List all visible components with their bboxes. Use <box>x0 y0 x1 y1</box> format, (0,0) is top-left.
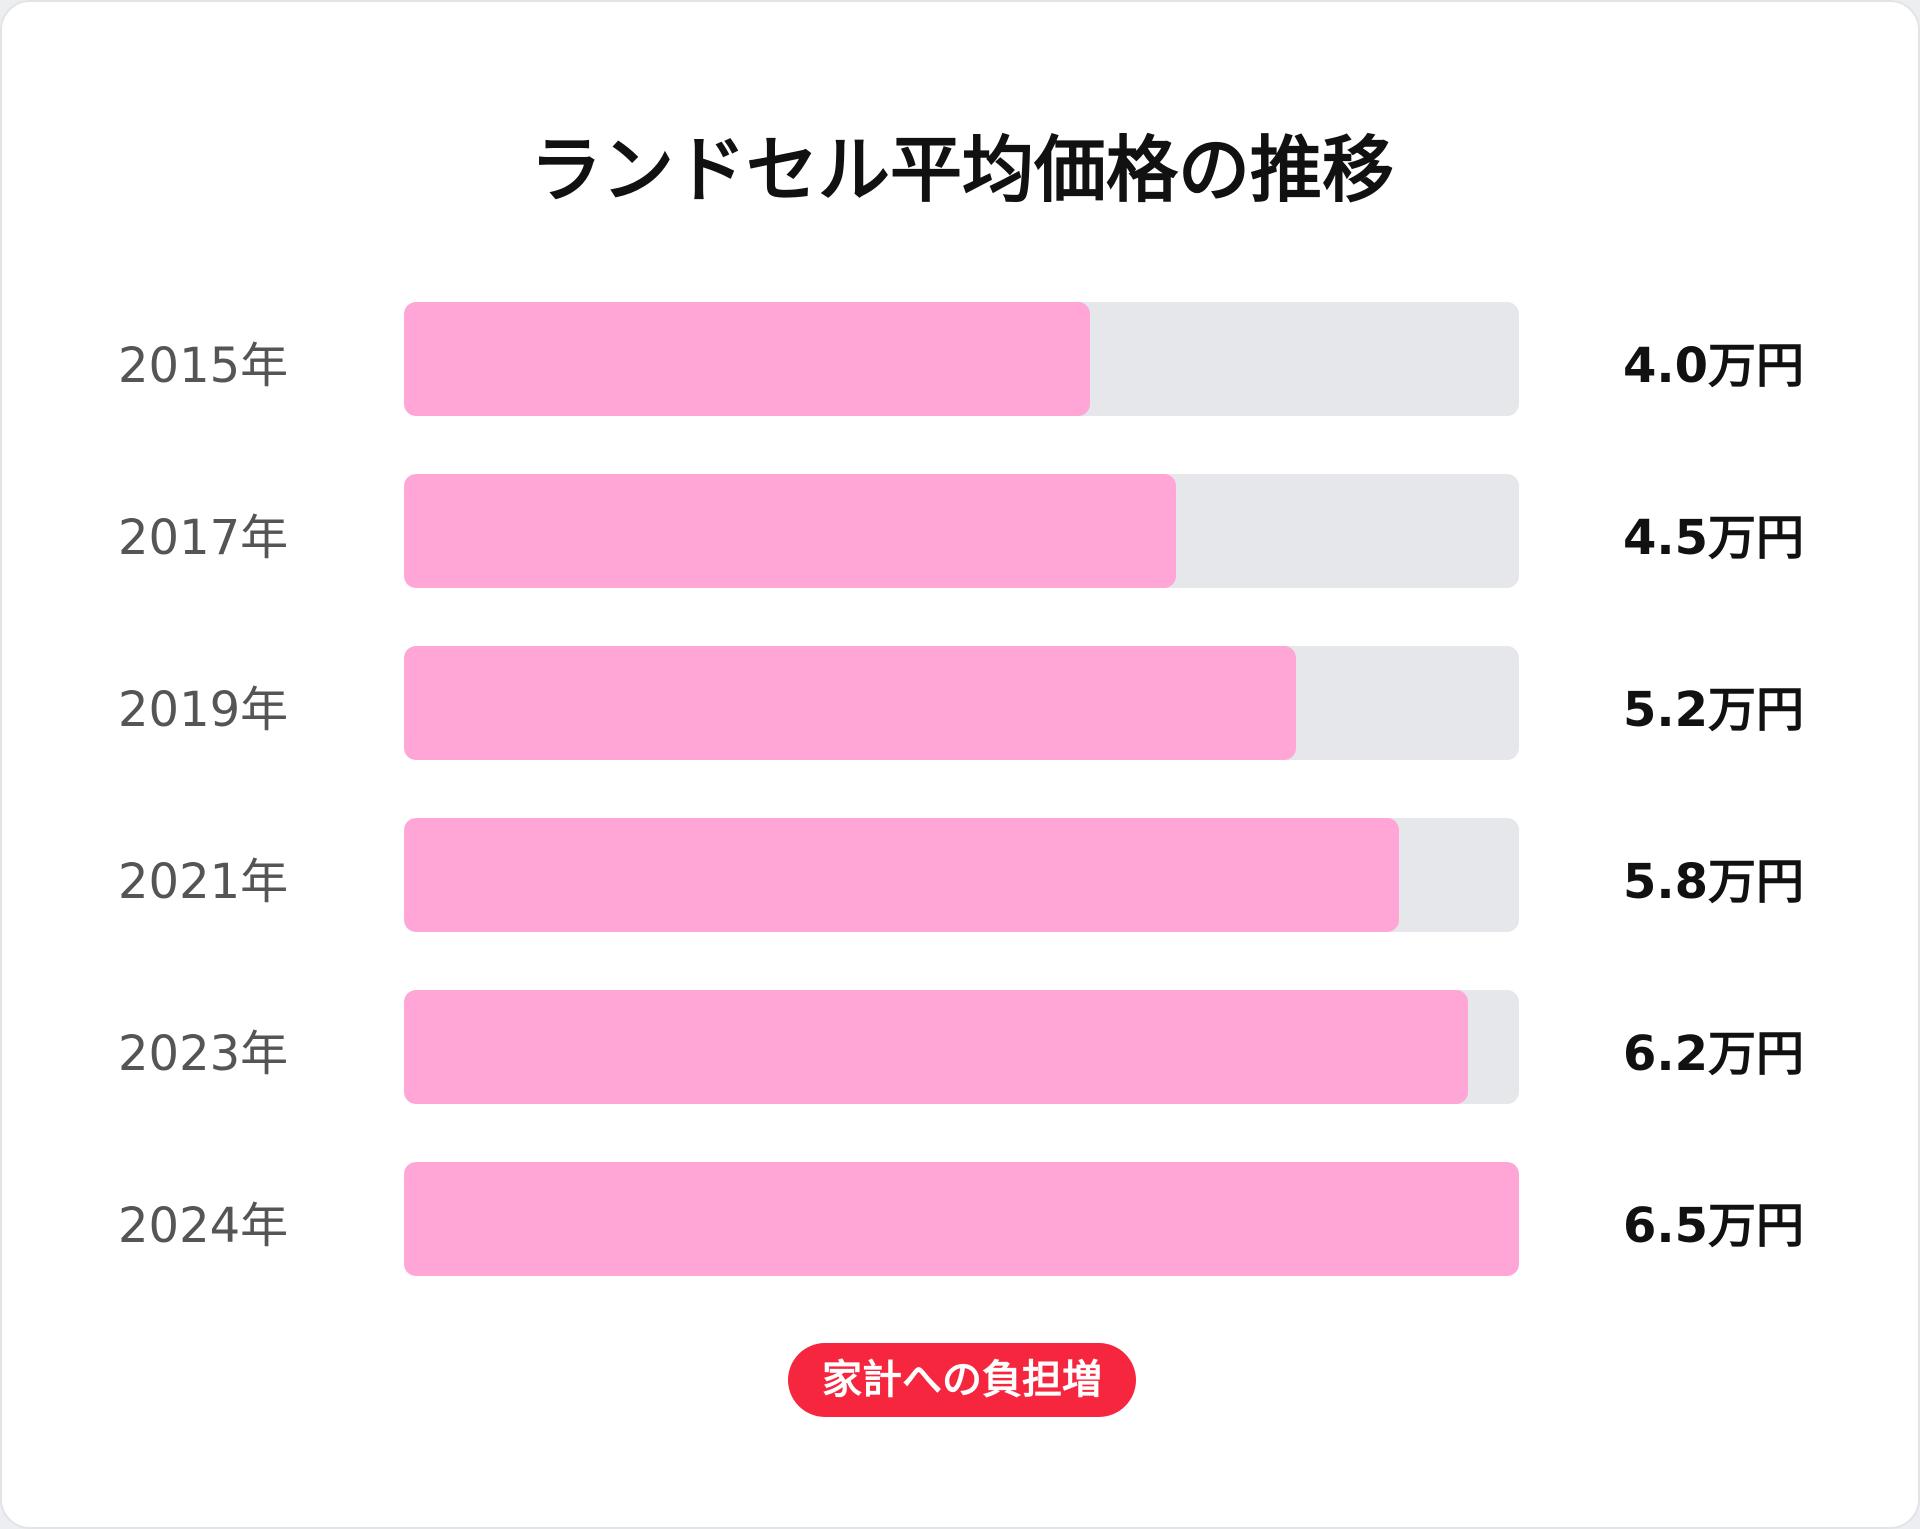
bar <box>404 990 1468 1104</box>
category-label: 2021年 <box>118 854 289 910</box>
bar <box>404 646 1296 760</box>
value-label: 5.2万円 <box>1622 682 1804 738</box>
value-label: 4.0万円 <box>1622 338 1804 394</box>
value-label: 6.2万円 <box>1622 1026 1804 1082</box>
bar-track <box>404 302 1519 416</box>
bar-row: 2021年 5.8万円 <box>2 818 1920 932</box>
burden-increase-badge: 家計への負担増 <box>788 1343 1136 1417</box>
bar-track <box>404 474 1519 588</box>
bar-row: 2019年 5.2万円 <box>2 646 1920 760</box>
bar <box>404 302 1090 416</box>
category-label: 2017年 <box>118 510 289 566</box>
category-label: 2024年 <box>118 1198 289 1254</box>
bar-row: 2023年 6.2万円 <box>2 990 1920 1104</box>
bar <box>404 474 1176 588</box>
value-label: 5.8万円 <box>1622 854 1804 910</box>
value-label: 6.5万円 <box>1622 1198 1804 1254</box>
bar-track <box>404 990 1519 1104</box>
bar <box>404 818 1399 932</box>
bar-row: 2015年 4.0万円 <box>2 302 1920 416</box>
category-label: 2019年 <box>118 682 289 738</box>
bar <box>404 1162 1519 1276</box>
value-label: 4.5万円 <box>1622 510 1804 566</box>
bar-row: 2017年 4.5万円 <box>2 474 1920 588</box>
category-label: 2015年 <box>118 338 289 394</box>
bar-track <box>404 1162 1519 1276</box>
category-label: 2023年 <box>118 1026 289 1082</box>
bar-row: 2024年 6.5万円 <box>2 1162 1920 1276</box>
bar-track <box>404 646 1519 760</box>
chart-title: ランドセル平均価格の推移 <box>529 128 1394 212</box>
bar-track <box>404 818 1519 932</box>
